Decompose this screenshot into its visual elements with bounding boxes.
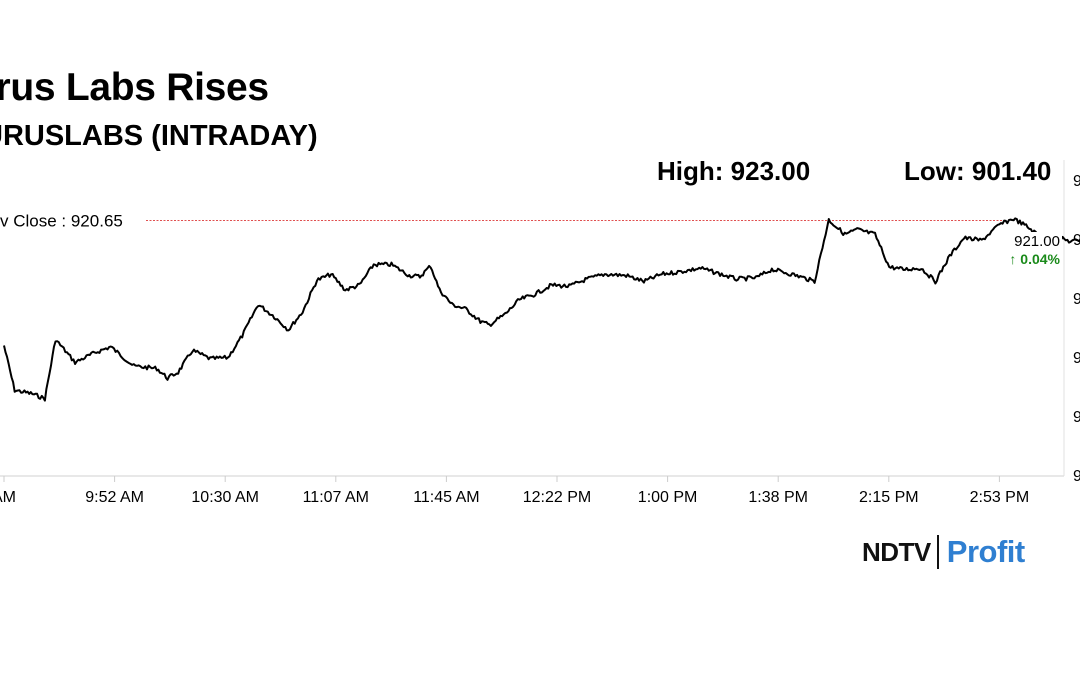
x-tick-label: 11:07 AM: [303, 489, 369, 506]
chart-subtitle: URUSLABS (INTRADAY): [0, 120, 318, 152]
x-tick-label: 10:30 AM: [191, 489, 259, 506]
change-percent-label: ↑ 0.04%: [1009, 251, 1060, 267]
brand-ndtv: NDTV: [862, 536, 931, 567]
intraday-line-chart: AM 9:52 AM 10:30 AM 11:07 AM 11:45 AM 12:22 P…: [0, 160, 1080, 506]
x-tick-label: 2:53 PM: [970, 489, 1030, 506]
brand-profit: Profit: [946, 534, 1025, 569]
prev-close-label: v Close : 920.65: [0, 211, 123, 230]
x-tick-label: 12:22 PM: [523, 489, 591, 506]
brand-divider: [936, 535, 939, 569]
price-series-line: [3, 217, 1080, 402]
y-tick-label: 9: [1073, 291, 1080, 308]
x-tick-label: 11:45 AM: [413, 489, 479, 506]
x-tick-label: 2:15 PM: [859, 489, 919, 506]
y-tick-label: 9: [1073, 350, 1080, 367]
x-tick-label: 1:38 PM: [748, 489, 808, 506]
y-tick-label: 9: [1073, 468, 1080, 485]
last-price-box: [1006, 232, 1062, 250]
y-tick-label: 9: [1073, 173, 1080, 190]
x-tick-label: 1:00 PM: [638, 489, 698, 506]
last-price-label: 921.00: [1014, 233, 1060, 250]
x-tick-label: AM: [0, 489, 16, 506]
low-value: Low: 901.40: [904, 156, 1052, 186]
chart-title: urus Labs Rises: [0, 66, 269, 109]
y-tick-label: 9: [1073, 409, 1080, 426]
high-value: High: 923.00: [657, 156, 811, 186]
x-tick-label: 9:52 AM: [85, 489, 144, 506]
brand-logo: NDTV Profit: [862, 532, 1025, 572]
